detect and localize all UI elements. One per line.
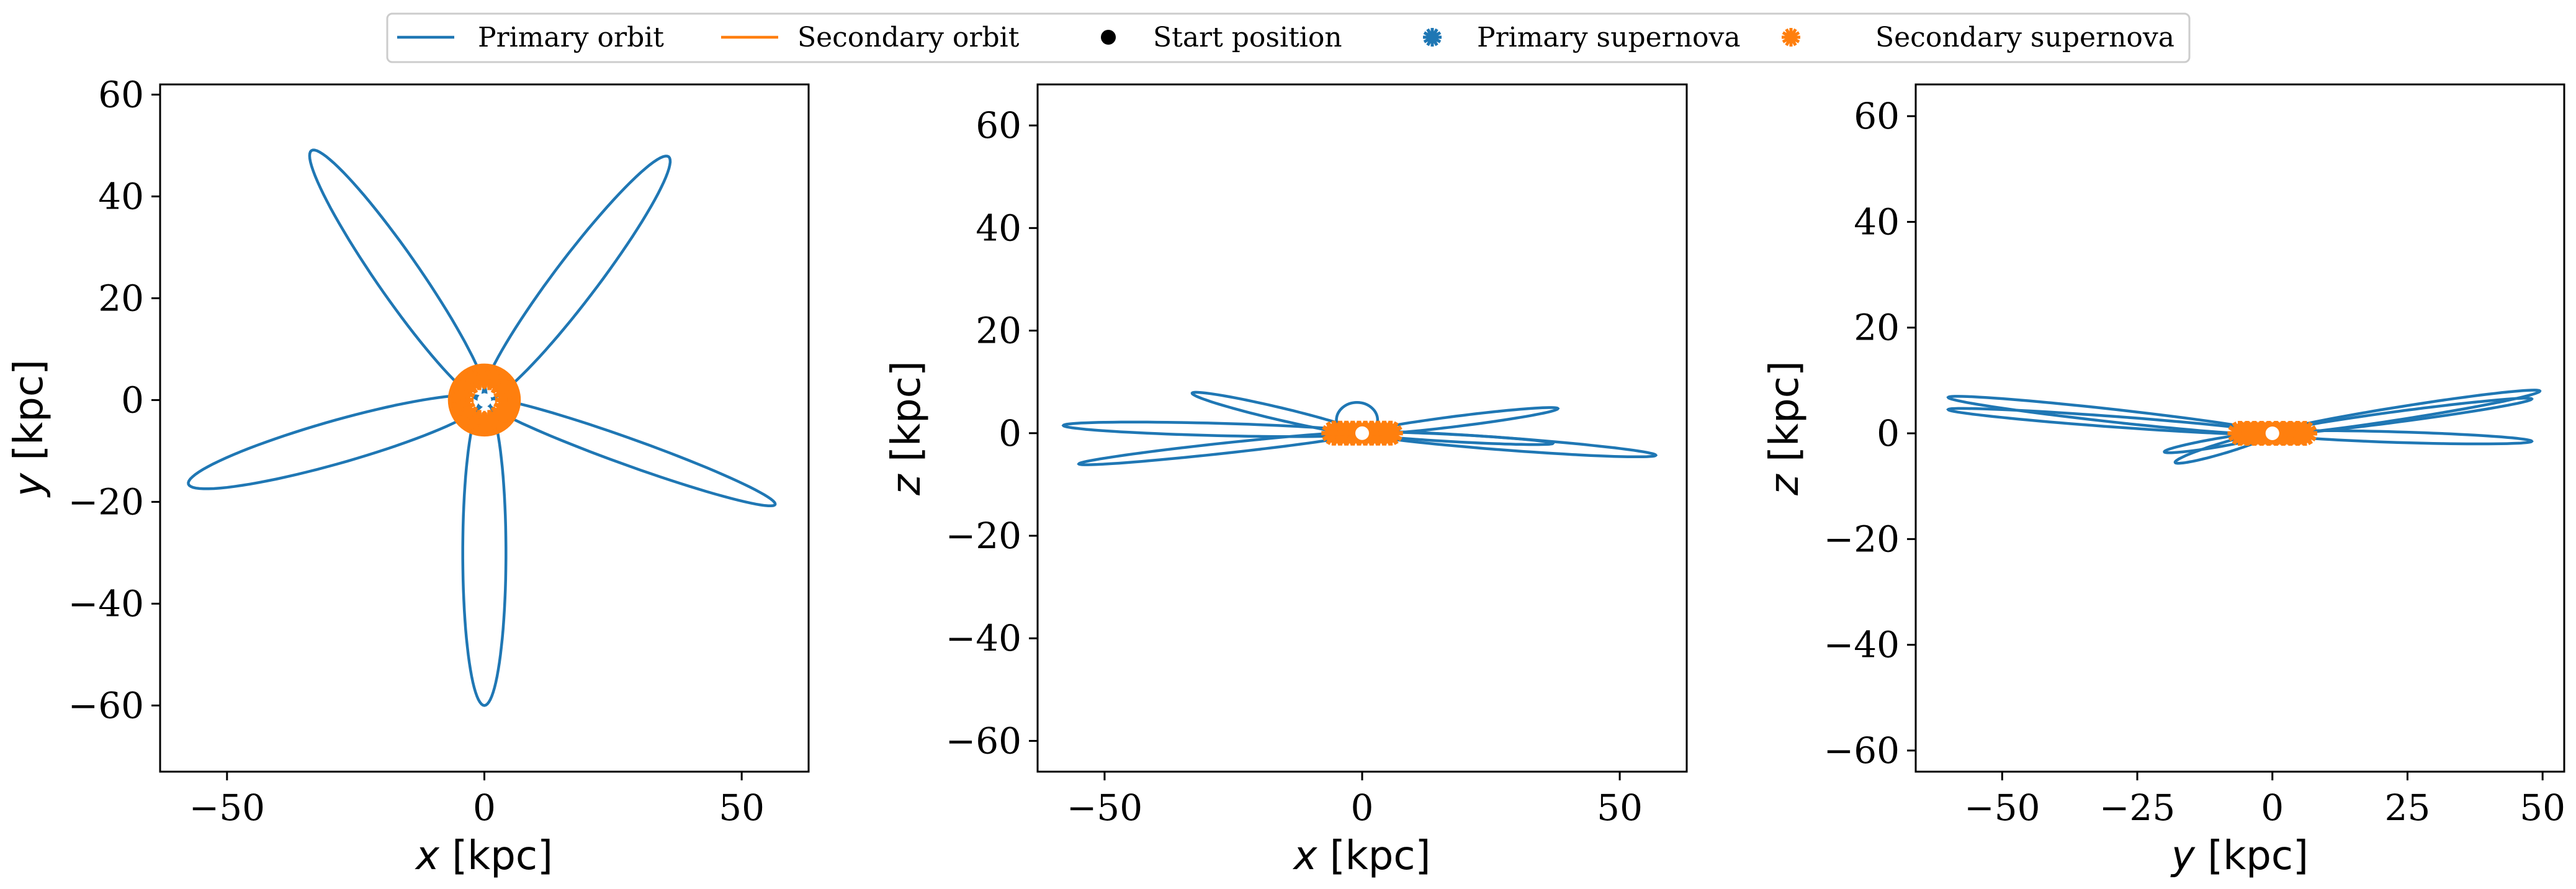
legend-label: Primary supernova [1477,22,1741,53]
legend-dot-swatch [1101,30,1116,45]
x-tick-label: −50 [1964,787,2040,829]
x-tick-label: 25 [2385,787,2431,829]
start-position-marker [2265,426,2279,441]
y-tick-label: 60 [1854,95,1900,137]
primary-orbit-path [1077,431,1363,466]
primary-orbit-path [1361,430,1555,446]
y-tick-label: −20 [1824,518,1900,560]
x-tick-label: −50 [1067,787,1142,829]
x-tick-label: 50 [1597,787,1643,829]
y-tick-label: 0 [1877,412,1900,454]
x-tick-label: −50 [189,787,265,829]
legend-item: Primary orbit [397,22,664,53]
x-tick-label: 50 [719,787,765,829]
primary-orbit-path [308,148,488,402]
legend-item: Secondary supernova [1782,22,2174,53]
legend-star-swatch [1423,28,1442,47]
primary-orbit-path [2271,429,2534,446]
x-axis-label: x [kpc] [415,833,553,879]
x-tick-label: 0 [473,787,496,829]
secondary-supernova-marker [495,387,520,413]
primary-orbit-path [1190,390,1364,436]
primary-orbit-path [1946,407,2274,436]
secondary-supernova-marker [449,387,474,413]
y-tick-label: 60 [98,73,144,115]
primary-orbit-path [2271,397,2534,436]
panel-xz: −50 0 50 −60 −40 −20 0 20 40 60 x [kpc] z [kpc] [884,83,1688,879]
y-tick-label: 40 [98,175,144,217]
x-axis-label: x [kpc] [1292,833,1430,879]
y-axis-label: y [kpc] [6,359,52,498]
start-position-marker [477,393,491,407]
primary-orbit-path [461,399,508,707]
primary-orbit-path [483,397,777,508]
x-tick-label: 50 [2520,787,2565,829]
y-tick-label: −40 [946,617,1021,659]
x-tick-label: 0 [2261,787,2284,829]
panel-xy: −50 0 50 −60 −40 −20 0 20 40 60 x [kpc] y [kpc] [6,73,810,879]
y-tick-label: −60 [946,720,1021,762]
legend-item: Start position [1101,22,1342,53]
plot-area [187,148,777,707]
legend-label: Start position [1153,22,1342,53]
legend-label: Secondary orbit [797,22,1020,53]
y-tick-label: 20 [976,310,1021,352]
y-axis-label: z [kpc] [884,361,930,496]
y-tick-label: 0 [121,379,144,421]
secondary-supernova-marker [493,397,518,423]
panel-yz: −50 −25 0 25 50 −60 −40 −20 0 20 40 60 y [kpc] z [kpc… [1762,83,2565,879]
y-tick-label: −60 [1824,729,1900,772]
legend-label: Secondary supernova [1875,22,2174,53]
y-axis-label: z [kpc] [1762,361,1808,496]
axes-frame [1914,83,2565,773]
primary-orbit-path [1946,395,2274,436]
secondary-supernova-marker [451,377,476,403]
legend: Primary orbit Secondary orbit Start positi… [386,12,2191,63]
legend-item: Primary supernova [1423,22,1741,53]
secondary-supernova-marker [2292,421,2317,446]
legend-star-swatch [1782,28,1800,47]
y-tick-label: −60 [68,684,144,726]
x-tick-label: 0 [1351,787,1374,829]
y-tick-label: −20 [946,515,1021,557]
y-tick-label: 20 [1854,307,1900,349]
plot-area [1061,390,1658,466]
plot-area [1946,389,2542,465]
y-tick-label: 60 [976,104,1021,147]
y-tick-label: 20 [98,277,144,319]
x-axis-label: y [kpc] [2170,833,2309,879]
legend-box [386,12,2191,63]
legend-label: Primary orbit [478,22,664,53]
y-tick-label: −40 [1824,624,1900,666]
y-tick-label: 40 [976,207,1021,249]
y-tick-label: −20 [68,481,144,523]
y-tick-label: 40 [1854,201,1900,243]
y-tick-label: 0 [999,412,1021,454]
y-tick-label: −40 [68,582,144,625]
primary-orbit-path [187,394,486,490]
primary-orbit-path [481,155,672,402]
x-tick-label: −25 [2099,787,2175,829]
legend-item: Secondary orbit [721,22,1020,53]
start-position-marker [1355,426,1369,440]
secondary-supernova-marker [1378,420,1403,446]
